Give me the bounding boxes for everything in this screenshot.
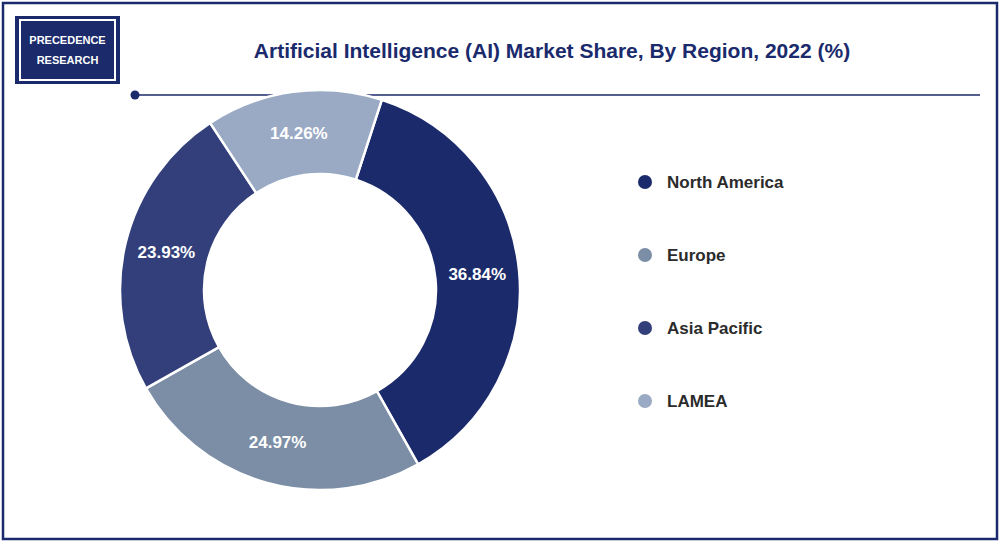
legend-marker (638, 175, 652, 189)
data-label: 36.84% (448, 265, 506, 284)
data-labels: 36.84% 24.97% 23.93% 14.26% (138, 124, 506, 452)
data-label: 23.93% (138, 243, 196, 262)
legend-label: LAMEA (667, 392, 727, 411)
title: Artificial Intelligence (AI) Market Shar… (254, 39, 850, 62)
legend: North America Europe Asia Pacific LAMEA (638, 173, 784, 411)
logo-box (15, 16, 120, 84)
legend-label: Europe (667, 246, 726, 265)
chart-svg: PRECEDENCE RESEARCH Artificial Intelligenc… (0, 0, 1000, 542)
separator-dot (131, 91, 140, 100)
data-label: 14.26% (270, 124, 328, 143)
data-label: 24.97% (249, 433, 307, 452)
separator (135, 94, 980, 96)
legend-marker (638, 248, 652, 262)
chart-container: PRECEDENCE RESEARCH Artificial Intelligenc… (0, 0, 1000, 542)
donut-slice (210, 90, 382, 193)
logo-inner-border (20, 20, 115, 80)
donut (120, 90, 520, 490)
legend-label: North America (667, 173, 784, 192)
donut-slice (146, 347, 418, 490)
outer-border (3, 3, 997, 539)
legend-marker (638, 321, 652, 335)
logo-text: PRECEDENCE (29, 34, 105, 46)
legend-label: Asia Pacific (667, 319, 762, 338)
logo: PRECEDENCE RESEARCH (15, 16, 120, 84)
background (0, 0, 1000, 542)
logo-text: RESEARCH (37, 54, 99, 66)
legend-marker (638, 394, 652, 408)
